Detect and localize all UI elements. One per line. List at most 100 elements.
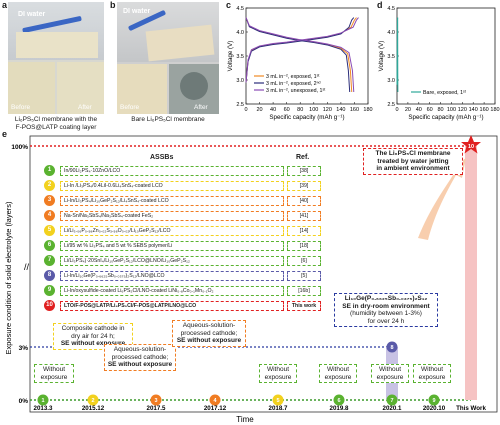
- annotation-box: Without exposure: [34, 364, 74, 383]
- panel-b-after-label: After: [194, 104, 208, 111]
- table-row-ref: This work: [287, 301, 321, 311]
- x-tick-label: 60: [427, 107, 433, 113]
- y-tick-label: 3.0: [387, 78, 395, 84]
- voltage-chart-c: 0 20 40 60 80 100 120 140 160 180 2.5 3.0 3.5 4.0 4.5 S…: [227, 6, 373, 121]
- x-axis-label: Time: [236, 415, 254, 424]
- x-tick-label: 140: [469, 107, 478, 113]
- table-header-ref: Ref.: [296, 154, 310, 161]
- x-tick-label: 100: [447, 107, 456, 113]
- row-number-badge: 8: [44, 270, 55, 281]
- annotation-box: Without exposure: [413, 364, 451, 383]
- annotation-line: Aqueous-solution-: [113, 346, 167, 353]
- point-label: 5: [276, 398, 279, 404]
- table-row-assb: Na-Sn/Na₃SbS₄/Na₃SbS₄-coated FeS₂: [60, 211, 284, 221]
- legend-label: Bare, exposed, 1ˢᵗ: [423, 90, 466, 96]
- x-tick-label: 2020.1: [383, 405, 402, 412]
- x-tick-label: 180: [363, 107, 372, 113]
- y-axis-label: Voltage (V): [227, 41, 234, 72]
- data-point: [386, 394, 398, 406]
- x-tick-label: 2019.8: [330, 405, 349, 412]
- x-tick-label: 120: [323, 107, 332, 113]
- y-tick-label: 2.5: [236, 102, 244, 108]
- data-point: [272, 394, 284, 406]
- x-tick-label: 100: [309, 107, 318, 113]
- panel-a-after-label: After: [78, 104, 92, 111]
- panel-e-label: e: [2, 129, 8, 139]
- y-tick-label: 0%: [19, 398, 29, 405]
- table-row-ref: [5]: [287, 271, 321, 281]
- annotation-line: treated by water jetting: [377, 157, 449, 165]
- panel-a-caption: Li₆PS₅Cl membrane with the F-POS@LATP co…: [2, 116, 110, 132]
- table-header-assbs: ASSBs: [150, 154, 174, 161]
- annotation-box: Without exposure: [319, 364, 357, 383]
- annotation-line: SE in dry-room environment: [342, 302, 430, 310]
- x-tick-label: 160: [350, 107, 359, 113]
- x-tick-label: 160: [480, 107, 489, 113]
- annotation-line: SE without exposure: [176, 337, 242, 344]
- star-marker: [461, 135, 481, 154]
- annotation-line: Without exposure: [40, 366, 68, 381]
- plot-frame: [29, 135, 498, 413]
- point-label: 2: [91, 398, 94, 404]
- x-tick-label: 40: [270, 107, 276, 113]
- annotation-box: The Li₆PS₅Cl membrane treated by water je…: [363, 148, 463, 175]
- x-tick-label: 60: [284, 107, 290, 113]
- row-number-badge: 4: [44, 210, 55, 221]
- y-tick-label: 3.5: [387, 54, 395, 60]
- annotation-box: Without exposure: [259, 364, 297, 383]
- panel-a-after-photo: [57, 62, 104, 114]
- row-number-badge: 10: [44, 300, 55, 311]
- x-tick-label: 2020.10: [423, 405, 446, 412]
- panel-b-after-spot: [180, 72, 208, 100]
- annotation-line: processed cathode;: [180, 329, 238, 337]
- x-tick-label: 0: [244, 107, 247, 113]
- point-label: 9: [432, 398, 435, 404]
- annotation-box: Li₁₀Ge(P₀.₆₆₂₅Sb₀.₀₃₇₅)₂S₁₂ SE in dry-roo…: [334, 293, 438, 327]
- data-point: [209, 394, 221, 406]
- row-number-badge: 1: [44, 165, 55, 176]
- x-tick-label: 2017.5: [147, 405, 166, 412]
- discharge-curve: [245, 17, 355, 93]
- y-tick-label: 4.5: [387, 6, 395, 12]
- annotation-box: Without exposure: [371, 364, 409, 383]
- panel-a-photo: DI water Before After: [8, 2, 104, 114]
- panel-b-water-label: DI water: [123, 8, 151, 15]
- annotation-line: in ambient environment: [376, 165, 450, 172]
- x-tick-label: 20: [405, 107, 411, 113]
- annotation-line: processed cathode;: [111, 353, 169, 361]
- row-number-badge: 2: [44, 180, 55, 191]
- x-tick-label: 2018.7: [269, 405, 288, 412]
- panel-a-before-photo: [8, 62, 55, 114]
- table-row-assb: Li-In/Li₁₀Ge(P₀.₆₆₂₅Sb₀.₀₃₇₅)₂S₁₂/LNO@LC…: [60, 271, 284, 281]
- annotation-line: Without exposure: [264, 366, 292, 381]
- point-label: 4: [213, 398, 217, 404]
- y-tick-label: 4.5: [236, 6, 244, 12]
- table-row-assb: Li-In /Li₃PS₄/0.4LiI-0.6Li₄SnS₄-coated L…: [60, 181, 284, 191]
- row-number-badge: 5: [44, 225, 55, 236]
- x-axis-label: Specific capacity (mAh g⁻¹): [408, 114, 483, 121]
- legend-label: 3 mL in⁻², exposed, 2ⁿᵈ: [266, 81, 321, 87]
- x-tick-label: 120: [458, 107, 467, 113]
- data-point: [333, 394, 345, 406]
- panel-b-caption: Bare Li₆PS₅Cl membrane: [131, 116, 205, 123]
- data-point: [37, 394, 49, 406]
- x-tick-label: 2017.12: [204, 405, 227, 412]
- discharge-curve: [245, 17, 351, 93]
- panel-d-label: d: [377, 0, 383, 10]
- point-label: 7: [390, 398, 393, 404]
- x-tick-label: 0: [395, 107, 398, 113]
- y-tick-label: 2.5: [387, 102, 395, 108]
- x-tick-label: 2013.3: [34, 405, 53, 412]
- annotation-box: Aqueous-solution-processed cathode; SE wi…: [172, 320, 246, 347]
- annotation-line: The Li₆PS₅Cl membrane: [375, 150, 451, 157]
- panel-a-water-label: DI water: [18, 11, 46, 18]
- annotation-box: Aqueous-solution-processed cathode; SE wi…: [104, 344, 176, 371]
- table-row-ref: [41]: [287, 211, 321, 221]
- y-tick-label: 3.0: [236, 78, 244, 84]
- table-row-ref: [16b]: [287, 286, 321, 296]
- x-tick-label: 180: [490, 107, 499, 113]
- panel-b-photo: DI water Before After: [117, 2, 219, 114]
- y-tick-label: 4.0: [387, 30, 395, 36]
- annotation-line: Li₁₀Ge(P₀.₆₆₂₅Sb₀.₀₃₇₅)₂S₁₂: [344, 295, 428, 302]
- panel-b-before-photo: [117, 64, 167, 114]
